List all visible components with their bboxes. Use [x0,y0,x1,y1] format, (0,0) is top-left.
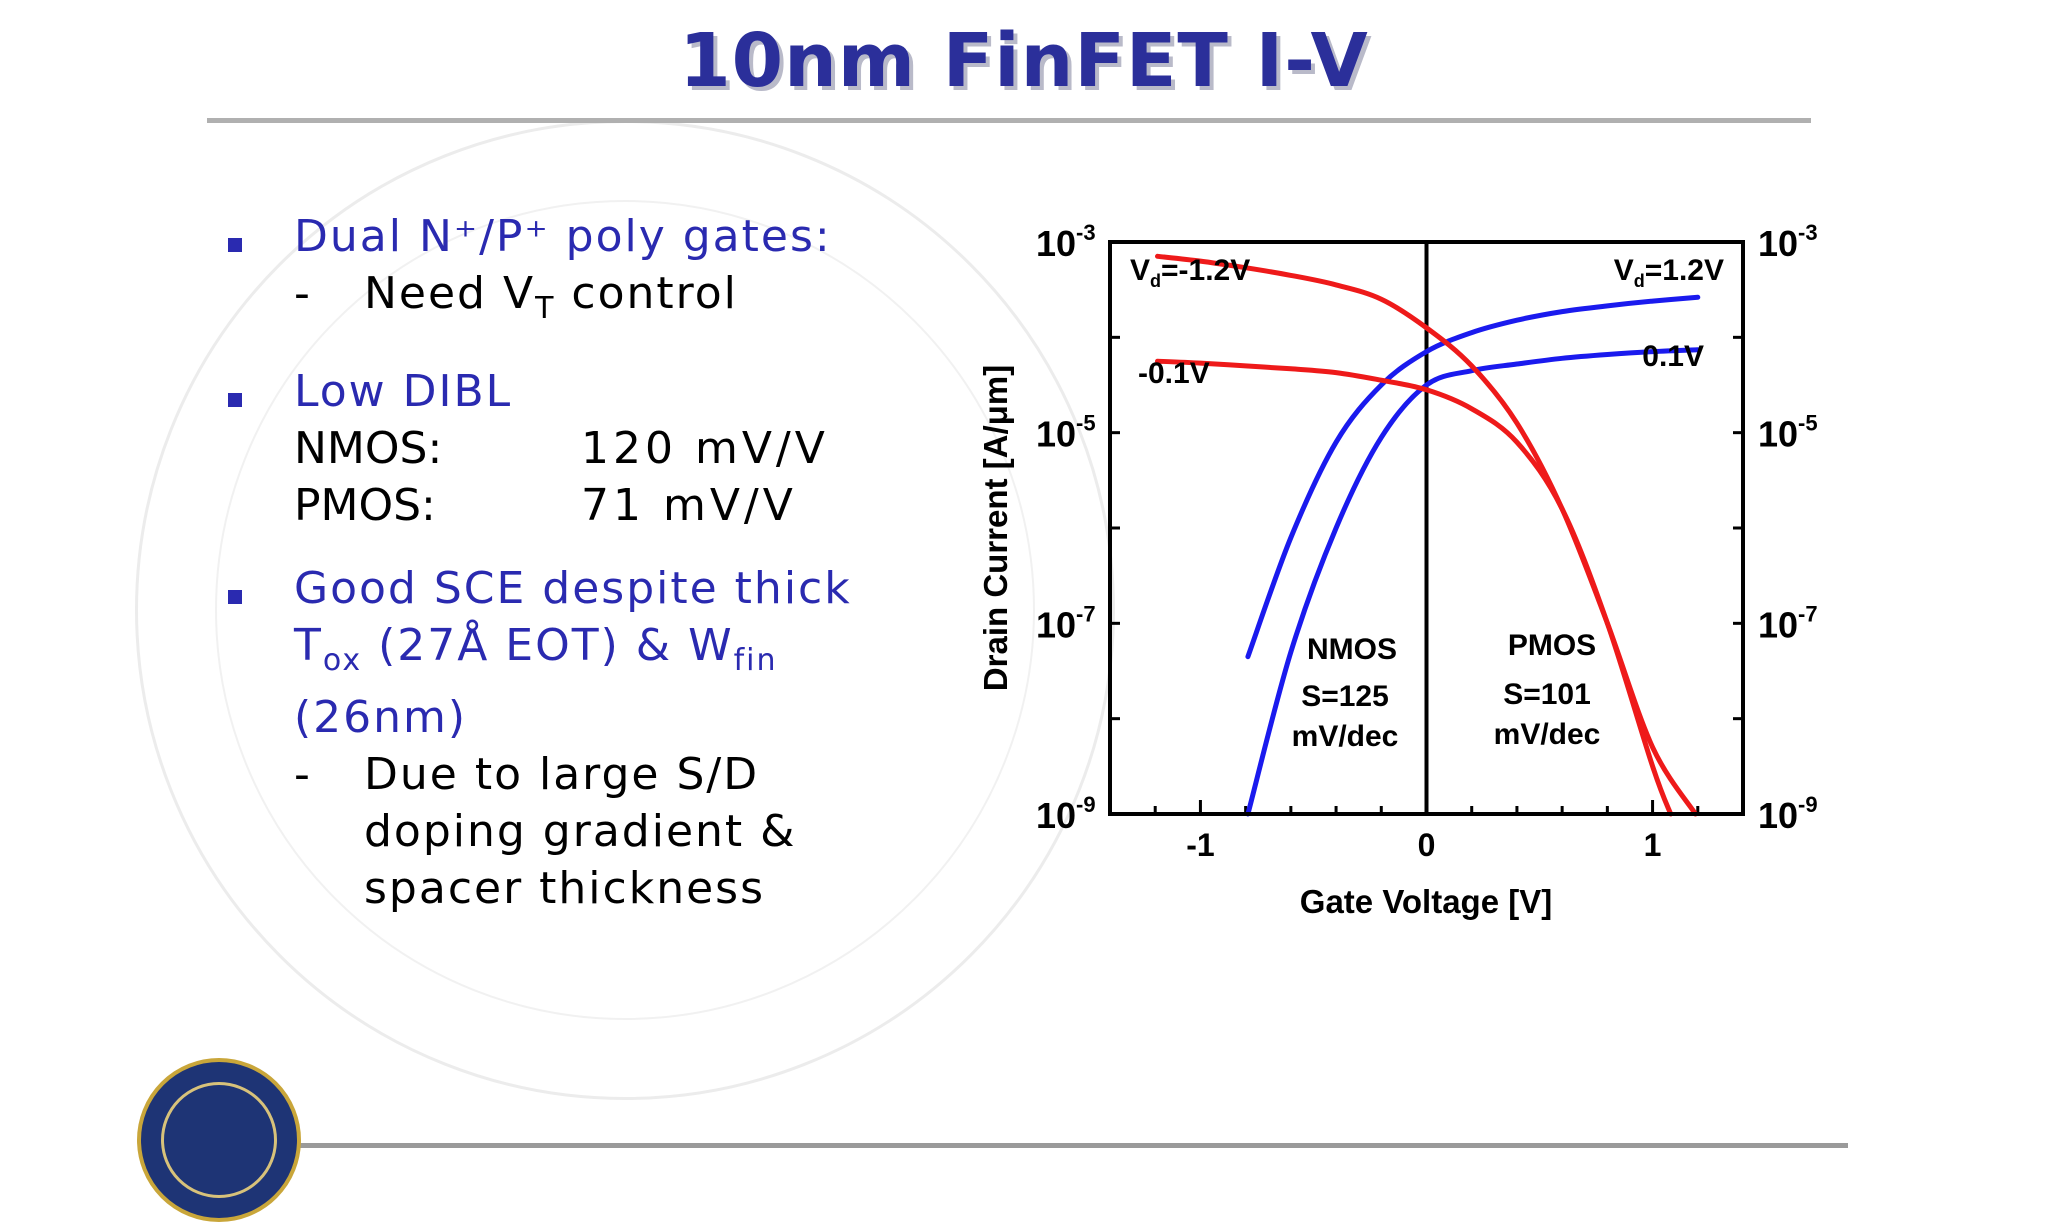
bullet-1: Dual N⁺/P⁺ poly gates: [224,208,984,265]
bullet-2-heading: Low DIBL [294,365,513,417]
bullet-square-icon [228,589,242,604]
x-tick-label: 1 [1644,827,1662,863]
annotation-vd-pos-high: Vd=1.2V [1614,254,1724,291]
bullet-square-icon [228,392,242,407]
iv-chart: Gate Voltage [V] Drain Current [A/μm] Vd… [977,220,1818,920]
university-seal-icon [137,1058,301,1222]
y-tick-label-left: 10-9 [1036,792,1096,836]
bullet-2: Low DIBL [224,363,984,420]
dibl-row-pmos: PMOS: 71 mV/V [294,479,797,531]
label-pmos-unit: mV/dec [1494,718,1601,751]
bullet-list: Dual N⁺/P⁺ poly gates: - Need VT control… [224,208,984,917]
bullet-1-heading: Dual N⁺/P⁺ poly gates: [294,211,832,262]
title-divider [207,118,1811,123]
slide-title: 10nm FinFET I-V [679,18,1369,104]
annotation-vd-neg-high: Vd=-1.2V [1130,254,1250,291]
label-pmos: PMOS [1508,629,1596,662]
y-tick-label-left: 10-7 [1036,601,1096,645]
y-tick-label-right: 10-7 [1758,601,1818,645]
label-pmos-slope: S=101 [1503,678,1591,711]
label-nmos-slope: S=125 [1301,680,1389,713]
label-nmos-unit: mV/dec [1292,720,1399,753]
x-axis-label: Gate Voltage [V] [1300,883,1552,920]
y-tick-label-right: 10-5 [1758,411,1818,455]
bullet-3: Good SCE despite thick Tox (27Å EOT) & W… [224,560,984,746]
y-tick-label-right: 10-9 [1758,792,1818,836]
annotation-vd-pos-low: 0.1V [1642,340,1704,373]
bullet-square-icon [228,238,242,252]
y-tick-label-left: 10-5 [1036,411,1096,455]
series-curve-1 [1245,294,1701,660]
bullet-3-heading-line-3: (26nm) [294,691,468,743]
annotation-vd-neg-low: -0.1V [1138,357,1210,390]
y-axis-label: Drain Current [A/μm] [977,365,1014,691]
watermark-seal-inner [215,200,1035,1020]
series-curve-4 [1155,358,1674,817]
dibl-row-nmos: NMOS: 120 mV/V [294,422,829,474]
x-tick-label: 0 [1418,827,1436,863]
x-tick-label: -1 [1186,827,1214,863]
y-tick-label-left: 10-3 [1036,220,1096,264]
plot-frame [1108,240,1745,816]
series-curve-2 [1245,347,1701,817]
y-tick-label-right: 10-3 [1758,220,1818,264]
bullet-3-sub: - Due to large S/D doping gradient & spa… [294,748,797,914]
bullet-1-sub: - Need VT control [294,268,738,326]
footer-divider [300,1143,1848,1148]
bullet-3-heading-line-1: Good SCE despite thick [294,562,852,614]
label-nmos: NMOS [1307,633,1397,666]
bullet-3-heading-line-2: Tox (27Å EOT) & Wfin [294,619,778,678]
